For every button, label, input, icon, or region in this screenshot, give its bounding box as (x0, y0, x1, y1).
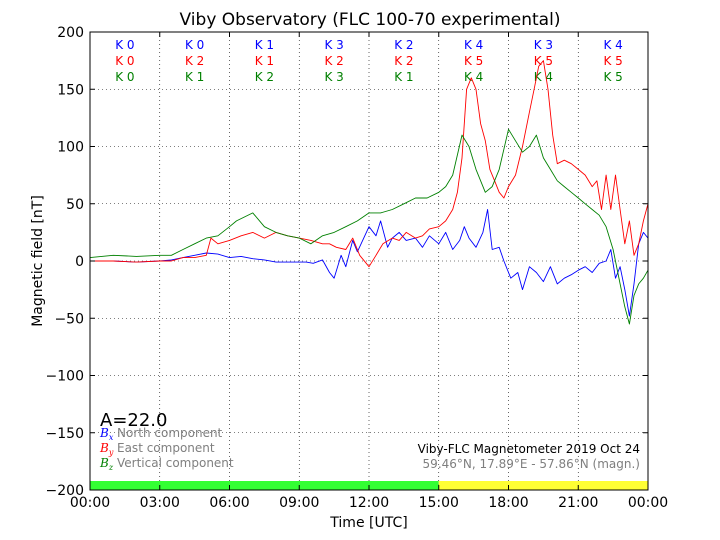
x-axis-label: Time [UTC] (329, 515, 407, 531)
legend-label: Vertical component (117, 456, 234, 470)
k-index-label: K 3 (534, 38, 553, 52)
k-index-label: K 2 (255, 70, 274, 84)
k-index-label: K 4 (534, 70, 553, 84)
activity-bar (90, 481, 648, 490)
k-index-label: K 2 (324, 54, 343, 68)
y-tick-label: 100 (57, 140, 84, 156)
a-index-label: A=22.0 (100, 410, 167, 431)
x-tick-label: 09:00 (279, 495, 319, 511)
y-tick-label: −100 (46, 369, 84, 385)
chart-title: Viby Observatory (FLC 100-70 experimenta… (180, 10, 561, 30)
k-index-label: K 5 (603, 70, 622, 84)
axis-ticks: 00:00 03:00 06:00 09:00 12:00 15:00 18:00 21:00… (46, 25, 669, 511)
k-index-label: K 4 (603, 38, 622, 52)
legend-symbol: Bx (99, 426, 114, 442)
k-index-label: K 5 (464, 54, 483, 68)
k-index-label: K 0 (115, 38, 134, 52)
k-index-label: K 0 (115, 70, 134, 84)
k-index-label: K 4 (464, 70, 483, 84)
legend-symbol: Bz (99, 456, 114, 472)
k-index-label: K 1 (255, 38, 274, 52)
series-lines (89, 60, 649, 325)
x-tick-label: 12:00 (349, 495, 389, 511)
k-index-label: K 0 (185, 38, 204, 52)
k-index-label: K 1 (394, 70, 413, 84)
legend-label: East component (117, 441, 215, 455)
y-tick-label: −200 (46, 483, 84, 499)
k-index-label: K 5 (603, 54, 622, 68)
activity-bar-segment (438, 481, 648, 490)
legend-label: North component (117, 426, 223, 440)
x-tick-label: 06:00 (209, 495, 249, 511)
k-index-label: K 2 (185, 54, 204, 68)
k-index-table: K 0 K 0 K 1 K 3 K 2 K 4 K 3 K 4 K 0 K 2 K 1 K 2 K 2 K… (115, 38, 623, 84)
y-tick-label: −150 (46, 426, 84, 442)
x-tick-label: 18:00 (488, 495, 528, 511)
k-index-label: K 2 (394, 54, 413, 68)
k-index-label: K 4 (464, 38, 483, 52)
grid-lines (90, 32, 648, 490)
k-index-label: K 1 (185, 70, 204, 84)
legend-symbol: By (99, 441, 114, 457)
series-line-By (90, 60, 649, 268)
x-tick-label: 21:00 (558, 495, 598, 511)
k-index-label: K 3 (324, 70, 343, 84)
y-axis-label: Magnetic field [nT] (30, 195, 46, 327)
location-info: 59.46°N, 17.89°E - 57.86°N (magn.) (423, 457, 640, 471)
y-tick-label: 50 (66, 197, 84, 213)
x-tick-label: 15:00 (419, 495, 459, 511)
activity-bar-segment (90, 481, 439, 490)
x-tick-label: 00:00 (628, 495, 668, 511)
y-tick-label: 0 (75, 254, 84, 270)
k-index-label: K 0 (115, 54, 134, 68)
x-tick-label: 00:00 (70, 495, 110, 511)
k-index-label: K 3 (324, 38, 343, 52)
y-tick-label: 200 (57, 25, 84, 41)
magnetometer-info: Viby-FLC Magnetometer 2019 Oct 24 (418, 442, 640, 456)
series-line-Bz (89, 128, 649, 325)
k-index-label: K 1 (255, 54, 274, 68)
y-tick-label: −50 (54, 311, 84, 327)
y-tick-label: 150 (57, 82, 84, 98)
x-tick-label: 03:00 (140, 495, 180, 511)
series-line-Bx (90, 209, 649, 317)
k-index-label: K 2 (394, 38, 413, 52)
